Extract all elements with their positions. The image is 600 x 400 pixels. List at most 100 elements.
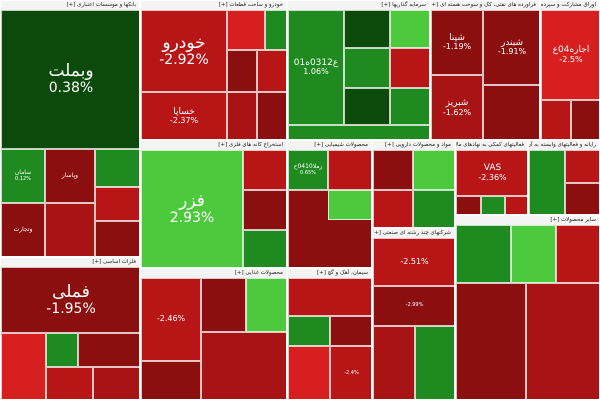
tile-fin-2[interactable] xyxy=(481,196,505,214)
tile-auto-6[interactable] xyxy=(227,92,257,139)
tile-other-0[interactable] xyxy=(456,225,511,283)
tile-other-4[interactable] xyxy=(526,283,599,399)
tile-multi-0[interactable]: -2.51% xyxy=(373,238,454,286)
tile-investment-4[interactable] xyxy=(390,48,429,88)
tile-multi-3[interactable] xyxy=(415,326,454,399)
tile-pharma-2[interactable] xyxy=(373,190,413,227)
tile-saman[interactable]: سامان 0.12% xyxy=(1,149,45,203)
tile-vas[interactable]: VAS -2.36% xyxy=(456,150,527,196)
tile-auto-4[interactable] xyxy=(227,50,257,92)
tile-metal-3[interactable] xyxy=(78,333,139,367)
tile-investment-5[interactable] xyxy=(344,88,390,125)
tile-comp-0[interactable] xyxy=(529,150,565,214)
tile-metal-1[interactable] xyxy=(1,333,46,399)
tile-vbmellat[interactable]: وبملت 0.38% xyxy=(1,10,139,149)
tile-change: -2.37% xyxy=(169,116,199,126)
tile-vtejarat[interactable]: وتجارت xyxy=(1,203,45,256)
tile-auto-3[interactable] xyxy=(265,10,286,50)
sector-cement[interactable]: سیمان، آهک و گچ [+] -2.4% xyxy=(287,268,372,400)
sector-multi-industry[interactable]: شرکتهای چند رشته ای صنعتی [+] -2.51% -2.… xyxy=(372,228,455,400)
tile-food-4[interactable] xyxy=(141,361,201,399)
tile-khsapa[interactable]: خساپا -2.37% xyxy=(141,92,227,139)
tile-chem-1[interactable] xyxy=(328,150,371,190)
tile-ore-3[interactable] xyxy=(243,230,286,267)
tile-cement-0[interactable] xyxy=(288,278,371,316)
sector-basic-metals[interactable]: فلزات اساسی [+] فملی -1.95% xyxy=(0,257,140,400)
tile-change: 0.12% xyxy=(15,175,31,182)
tile-comp-1[interactable] xyxy=(565,150,599,183)
tile-shebriz[interactable]: شبریز -1.62% xyxy=(431,75,483,139)
sector-pharma[interactable]: مواد و محصولات دارویی [+] xyxy=(372,140,455,228)
sector-food[interactable]: محصولات غذایی [+] -2.46% xyxy=(140,268,287,400)
tile-change: -2.36% xyxy=(478,172,507,182)
tile-auto-2[interactable] xyxy=(227,10,265,50)
tile-fazar[interactable]: فزر 2.93% xyxy=(141,150,243,267)
tile-food-main[interactable]: -2.46% xyxy=(141,278,201,361)
tile-cement-4[interactable]: -2.4% xyxy=(330,346,371,399)
tile-change: -2.99% xyxy=(405,302,424,309)
tile-cement-2[interactable] xyxy=(330,316,371,346)
sector-computer[interactable]: رایانه و فعالیتهای وابسته به آن [+] xyxy=(528,140,600,215)
sector-header: استخراج کانه های فلزی [+] xyxy=(141,141,286,150)
tile-pharma-1[interactable] xyxy=(413,150,454,190)
tile-metal-5[interactable] xyxy=(93,367,139,399)
tile-ore-2[interactable] xyxy=(243,190,286,230)
tile-comp-2[interactable] xyxy=(565,183,599,214)
tile-metal-4[interactable] xyxy=(46,367,93,399)
sector-banks[interactable]: بانکها و موسسات اعتباری [+] وبملت 0.38% … xyxy=(0,0,140,257)
sector-header: بانکها و موسسات اعتباری [+] xyxy=(1,1,139,10)
sector-other-products[interactable]: سایر محصولات [+] xyxy=(455,215,600,400)
tile-pharma-3[interactable] xyxy=(413,190,454,227)
tile-bonds-1[interactable] xyxy=(541,100,571,139)
tile-pharma-0[interactable] xyxy=(373,150,413,190)
tile-fin-1[interactable] xyxy=(456,196,481,214)
tile-investment-small[interactable] xyxy=(288,125,429,139)
tile-auto-5[interactable] xyxy=(257,50,286,92)
tile-symbol: شبریز xyxy=(445,98,469,109)
tile-change: -2.51% xyxy=(400,256,429,266)
sector-metal-ores[interactable]: استخراج کانه های فلزی [+] فزر 2.93% xyxy=(140,140,287,268)
tile-multi-1[interactable]: -2.99% xyxy=(373,286,454,326)
tile-ejare04[interactable]: اجاره04ع -2.5% xyxy=(541,10,599,100)
tile-bank-7[interactable] xyxy=(95,221,139,256)
tile-symbol: خساپا xyxy=(173,106,195,117)
tile-other-3[interactable] xyxy=(456,283,526,399)
tile-investment-1[interactable] xyxy=(344,10,390,48)
sector-financial-services[interactable]: فعالیتهای کمکی به نهادهای مالی [+] VAS -… xyxy=(455,140,528,215)
tile-auto-7[interactable] xyxy=(257,92,286,139)
tile-investment-3[interactable] xyxy=(344,48,390,88)
tile-investment-6[interactable] xyxy=(390,88,429,125)
tile-khodro[interactable]: خودرو -2.92% xyxy=(141,10,227,92)
tile-cement-1[interactable] xyxy=(288,316,330,346)
sector-auto[interactable]: خودرو و ساخت قطعات [+] خودرو -2.92% خساپ… xyxy=(140,0,287,140)
tile-symbol: اجاره04ع xyxy=(552,45,590,56)
tile-food-1[interactable] xyxy=(201,278,246,332)
tile-fin-3[interactable] xyxy=(505,196,527,214)
tile-chem-3[interactable] xyxy=(328,190,371,220)
tile-bank-3[interactable] xyxy=(95,149,139,187)
sector-bonds[interactable]: اوراق مشارکت و سپرده های بانکی [+] اجاره… xyxy=(540,0,600,140)
tile-petroleum-3[interactable] xyxy=(483,85,539,139)
sector-chemicals[interactable]: محصولات شیمیایی [+] زملا0410ح 0.65% xyxy=(287,140,372,268)
tile-metal-2[interactable] xyxy=(46,333,78,367)
tile-food-2[interactable] xyxy=(246,278,286,332)
tile-cement-3[interactable] xyxy=(288,346,330,399)
tile-ore-1[interactable] xyxy=(243,150,286,190)
tile-other-1[interactable] xyxy=(511,225,556,283)
tile-fameli[interactable]: فملی -1.95% xyxy=(1,267,139,333)
sector-petroleum[interactable]: فراورده های نفتی، کک و سوخت هسته ای [+] … xyxy=(430,0,540,140)
sector-investments[interactable]: سرمایه گذاریها [+] ع0312ه01 1.06% xyxy=(287,0,430,140)
tile-investment-main[interactable]: ع0312ه01 1.06% xyxy=(288,10,344,125)
tile-shebandar[interactable]: شبندر -1.91% xyxy=(483,10,539,85)
tile-other-2[interactable] xyxy=(556,225,599,283)
tile-multi-2[interactable] xyxy=(373,326,415,399)
tile-shepna[interactable]: شپنا -1.19% xyxy=(431,10,483,75)
tile-bank-6[interactable] xyxy=(95,187,139,221)
tile-zamla0410[interactable]: زملا0410ح 0.65% xyxy=(288,150,328,190)
tile-bank-5[interactable] xyxy=(45,203,95,256)
tile-food-3[interactable] xyxy=(201,332,286,399)
tile-investment-2[interactable] xyxy=(390,10,429,48)
tile-bonds-2[interactable] xyxy=(571,100,599,139)
tile-vpasar[interactable]: وپاسار xyxy=(45,149,95,203)
sector-header: فراورده های نفتی، کک و سوخت هسته ای [+] xyxy=(431,1,539,10)
